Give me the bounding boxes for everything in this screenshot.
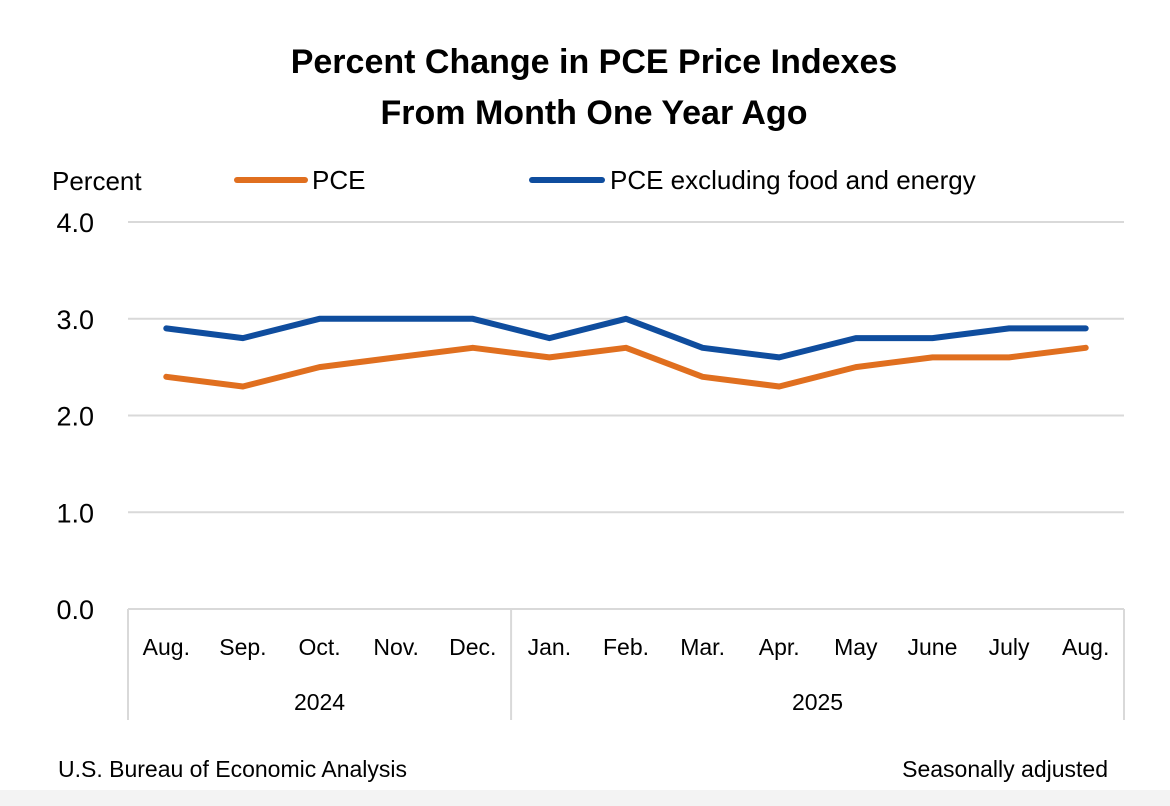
data-point [625,318,627,320]
y-axis-ticks: 0.0 1.0 2.0 3.0 4.0 [56,208,94,625]
data-point [625,347,627,349]
legend-label: PCE excluding food and energy [610,165,976,195]
series-lines [163,315,1089,390]
data-point [165,327,167,329]
data-point [702,376,704,378]
bottom-strip [0,790,1170,806]
data-point [702,347,704,349]
chart-title-line-2: From Month One Year Ago [381,94,808,132]
gridlines [128,221,1124,514]
data-point [1008,356,1010,358]
x-tick-label: Apr. [759,634,800,660]
x-axis: Aug. Sep. Oct. Nov. Dec. Jan. Feb. Mar. Apr. May J… [127,608,1125,720]
data-point [931,337,933,339]
data-point [1008,327,1010,329]
data-point [855,366,857,368]
data-point [855,337,857,339]
x-tick-label: July [989,634,1030,660]
x-tick-label: Sep. [219,634,266,660]
data-point [548,356,550,358]
legend: PCE PCE excluding food and energy [234,165,976,195]
x-tick-label: Jan. [528,634,571,660]
x-tick-label: Aug. [1062,634,1109,660]
y-tick-label: 2.0 [56,402,94,432]
y-tick-label: 1.0 [56,498,94,528]
data-point [472,318,474,320]
x-tick-label: June [908,634,958,660]
data-point [165,376,167,378]
x-tick-label: Mar. [680,634,725,660]
x-tick-label: Oct. [298,634,340,660]
data-point [548,337,550,339]
seasonal-note: Seasonally adjusted [902,756,1108,782]
source-note: U.S. Bureau of Economic Analysis [58,756,407,782]
y-tick-label: 0.0 [56,595,94,625]
x-tick-label: Dec. [449,634,496,660]
data-point [472,347,474,349]
data-point [1085,327,1087,329]
data-point [319,366,321,368]
data-point [242,385,244,387]
data-point [778,385,780,387]
data-point [1085,347,1087,349]
x-tick-label: Aug. [143,634,190,660]
data-point [319,318,321,320]
x-year-label: 2025 [792,689,843,715]
y-tick-label: 3.0 [56,305,94,335]
data-point [395,356,397,358]
series-line-0 [163,344,1089,390]
chart-title-line-1: Percent Change in PCE Price Indexes [291,43,898,81]
data-point [242,337,244,339]
x-tick-label: May [834,634,878,660]
data-point [931,356,933,358]
y-axis-label: Percent [52,166,142,196]
x-year-label: 2024 [294,689,345,715]
data-point [778,356,780,358]
x-tick-label: Feb. [603,634,649,660]
series-line-1 [163,315,1089,361]
y-tick-label: 4.0 [56,208,94,238]
x-tick-label: Nov. [373,634,419,660]
data-point [395,318,397,320]
legend-label: PCE [312,165,365,195]
